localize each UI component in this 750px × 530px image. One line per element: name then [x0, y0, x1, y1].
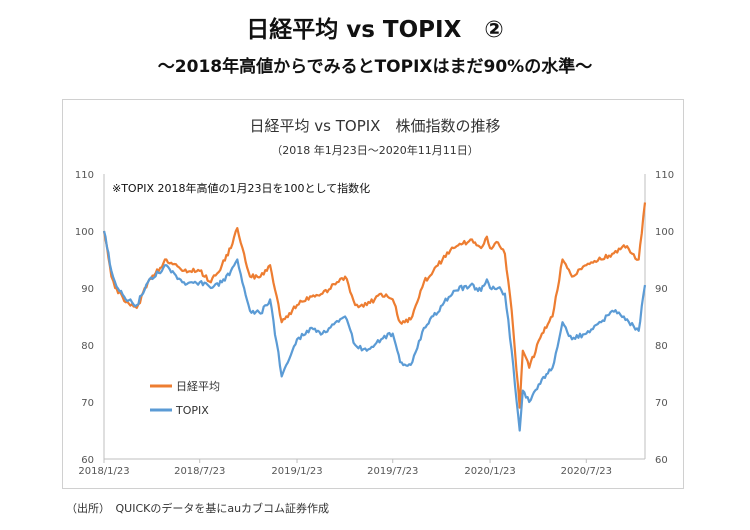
y-tick-label-left: 70 [81, 398, 94, 409]
x-tick-label: 2018/1/23 [78, 466, 129, 477]
gridlines [103, 174, 646, 460]
legend: 日経平均 TOPIX [150, 380, 220, 417]
source-note: （出所） QUICKのデータを基にauカブコム証券作成 [66, 502, 330, 515]
chart-subtitle: （2018 年1月23日～2020年11月11日） [271, 144, 479, 157]
y-axis-left: 60 70 80 90 100 110 [75, 170, 94, 466]
x-tick-label: 2019/1/23 [271, 466, 322, 477]
slide-title: 日経平均 vs TOPIX ② [246, 17, 504, 43]
y-tick-label-left: 60 [81, 455, 94, 466]
chart-note: ※TOPIX 2018年高値の1月23日を100として指数化 [112, 182, 371, 195]
y-tick-label-right: 90 [655, 284, 668, 295]
y-axis-right: 60 70 80 90 100 110 [655, 170, 674, 466]
x-tick-label: 2020/7/23 [561, 466, 612, 477]
x-tick-label: 2019/7/23 [367, 466, 418, 477]
legend-label-topix: TOPIX [175, 404, 209, 417]
y-tick-label-right: 110 [655, 170, 674, 181]
series-line-topix [102, 230, 647, 432]
y-tick-label-left: 110 [75, 170, 94, 181]
series-lines [102, 202, 647, 432]
chart-frame [62, 99, 684, 489]
x-tick-label: 2018/7/23 [174, 466, 225, 477]
y-tick-label-right: 100 [655, 227, 674, 238]
y-tick-label-right: 80 [655, 341, 668, 352]
x-axis: 2018/1/23 2018/7/23 2019/1/23 2019/7/23 2020… [78, 459, 612, 477]
y-tick-label-right: 60 [655, 455, 668, 466]
x-tick-label: 2020/1/23 [464, 466, 515, 477]
y-tick-label-right: 70 [655, 398, 668, 409]
slide-subtitle: ～2018年高値からでみるとTOPIXはまだ90%の水準～ [157, 57, 593, 77]
legend-label-nikkei: 日経平均 [176, 380, 220, 393]
y-tick-label-left: 100 [75, 227, 94, 238]
y-tick-label-left: 90 [81, 284, 94, 295]
series-line-nikkei [102, 202, 647, 409]
chart-title: 日経平均 vs TOPIX 株価指数の推移 [249, 117, 501, 135]
y-tick-label-left: 80 [81, 341, 94, 352]
